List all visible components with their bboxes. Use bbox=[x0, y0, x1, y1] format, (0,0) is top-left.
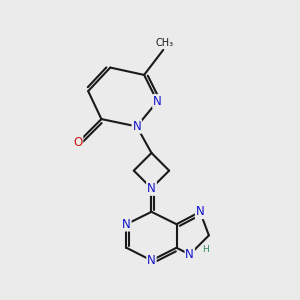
Text: N: N bbox=[185, 248, 194, 261]
Text: N: N bbox=[147, 254, 156, 267]
Text: N: N bbox=[147, 182, 156, 195]
Text: N: N bbox=[132, 120, 141, 133]
Text: N: N bbox=[196, 205, 204, 218]
Text: H: H bbox=[202, 245, 208, 254]
Text: O: O bbox=[73, 136, 83, 149]
Text: N: N bbox=[153, 95, 162, 108]
Text: CH₃: CH₃ bbox=[156, 38, 174, 48]
Text: N: N bbox=[122, 218, 131, 231]
Text: N: N bbox=[147, 182, 156, 195]
